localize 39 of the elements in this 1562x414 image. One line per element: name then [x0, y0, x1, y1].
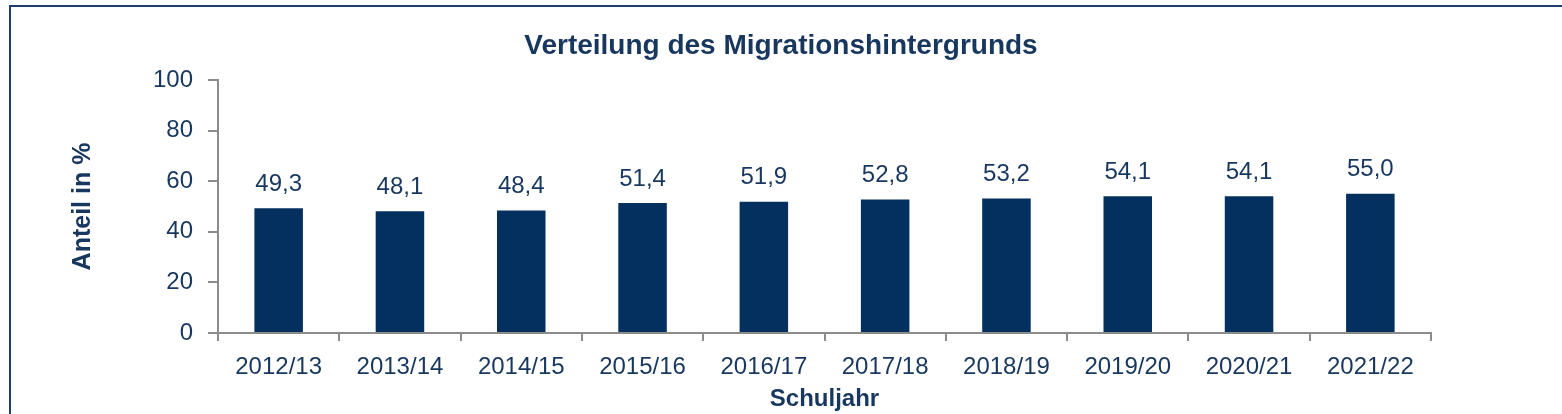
- data-label: 51,4: [619, 163, 666, 191]
- bar: [618, 202, 667, 332]
- bar: [496, 210, 546, 332]
- bar: [1224, 196, 1274, 332]
- y-tick-label: 80: [166, 115, 193, 143]
- bar: [1346, 193, 1395, 332]
- bar: [982, 198, 1031, 332]
- bar: [739, 201, 789, 332]
- data-label: 54,1: [1104, 156, 1152, 184]
- data-label: 48,1: [376, 171, 424, 199]
- y-tick-label: 20: [166, 267, 193, 295]
- bar: [254, 208, 303, 332]
- data-label: 51,9: [740, 162, 788, 190]
- data-label: 54,1: [1225, 156, 1273, 184]
- bar: [375, 211, 425, 332]
- x-tick-label: 2021/22: [1326, 352, 1414, 380]
- y-tick-label: 60: [166, 165, 193, 193]
- data-label: 49,3: [255, 168, 303, 196]
- y-axis-title: Anteil in %: [66, 142, 95, 271]
- bar: [1103, 196, 1153, 332]
- x-tick-label: 2013/14: [356, 352, 444, 380]
- bar: [860, 199, 910, 332]
- x-axis-title: Schuljahr: [769, 384, 880, 412]
- x-tick-label: 2016/17: [720, 352, 808, 380]
- y-tick-label: 40: [166, 216, 193, 244]
- x-tick-label: 2018/19: [963, 352, 1050, 380]
- data-label: 55,0: [1346, 154, 1394, 182]
- x-tick-label: 2019/20: [1084, 352, 1172, 380]
- data-label: 48,4: [497, 171, 545, 199]
- chart-title: Verteilung des Migrationshintergrunds: [524, 29, 1038, 60]
- data-label: 52,8: [861, 160, 909, 188]
- y-tick-label: 0: [179, 317, 193, 345]
- x-tick-label: 2017/18: [841, 352, 929, 380]
- data-label: 53,2: [983, 159, 1030, 187]
- y-tick-label: 100: [152, 64, 193, 92]
- x-tick-label: 2020/21: [1205, 352, 1293, 380]
- x-tick-label: 2014/15: [477, 352, 565, 380]
- x-tick-label: 2012/13: [235, 352, 323, 380]
- x-tick-label: 2015/16: [599, 352, 686, 380]
